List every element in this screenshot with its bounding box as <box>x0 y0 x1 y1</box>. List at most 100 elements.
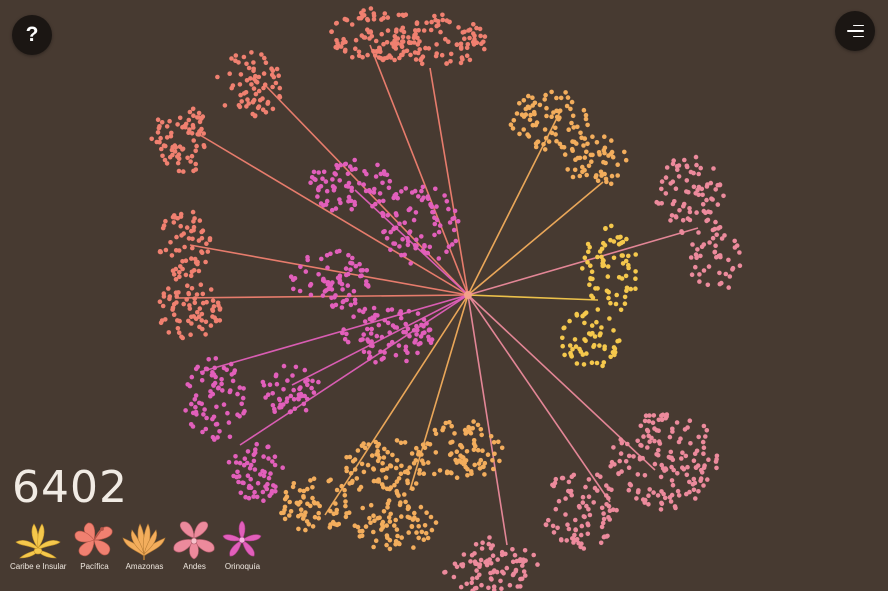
node-amazonas[interactable] <box>603 160 608 166</box>
node-amazonas[interactable] <box>521 98 527 103</box>
node-orinoquia[interactable] <box>241 480 246 486</box>
node-pacifica[interactable] <box>373 38 379 44</box>
node-orinoquia[interactable] <box>262 469 267 475</box>
node-andes[interactable] <box>647 413 652 418</box>
node-andes[interactable] <box>717 225 723 230</box>
node-amazonas[interactable] <box>578 130 583 136</box>
node-orinoquia[interactable] <box>213 356 219 361</box>
node-orinoquia[interactable] <box>318 201 324 206</box>
node-amazonas[interactable] <box>416 524 422 529</box>
node-caribe[interactable] <box>572 337 578 342</box>
node-pacifica[interactable] <box>353 46 358 51</box>
node-andes[interactable] <box>717 281 723 287</box>
node-andes[interactable] <box>488 561 494 566</box>
node-andes[interactable] <box>553 476 559 482</box>
node-pacifica[interactable] <box>261 71 267 76</box>
node-andes[interactable] <box>693 154 699 160</box>
node-pacifica[interactable] <box>428 27 434 33</box>
node-amazonas[interactable] <box>577 155 583 161</box>
node-pacifica[interactable] <box>198 282 204 288</box>
node-andes[interactable] <box>713 187 718 192</box>
node-orinoquia[interactable] <box>333 172 339 177</box>
node-andes[interactable] <box>595 488 600 493</box>
node-orinoquia[interactable] <box>351 288 357 294</box>
node-orinoquia[interactable] <box>426 337 432 343</box>
node-andes[interactable] <box>714 453 720 459</box>
node-andes[interactable] <box>704 428 710 433</box>
node-orinoquia[interactable] <box>346 292 352 298</box>
node-andes[interactable] <box>674 164 680 169</box>
node-caribe[interactable] <box>606 295 611 301</box>
node-pacifica[interactable] <box>369 34 375 39</box>
node-orinoquia[interactable] <box>346 252 351 258</box>
node-orinoquia[interactable] <box>309 175 315 180</box>
node-pacifica[interactable] <box>182 244 187 250</box>
node-amazonas[interactable] <box>328 522 333 527</box>
node-andes[interactable] <box>565 522 570 527</box>
node-amazonas[interactable] <box>288 509 294 514</box>
node-andes[interactable] <box>684 472 690 478</box>
node-amazonas[interactable] <box>342 493 348 498</box>
node-andes[interactable] <box>695 247 700 252</box>
node-orinoquia[interactable] <box>337 275 342 280</box>
node-orinoquia[interactable] <box>432 232 437 238</box>
node-pacifica[interactable] <box>176 152 182 157</box>
node-orinoquia[interactable] <box>437 223 443 228</box>
node-amazonas[interactable] <box>348 471 354 476</box>
node-pacifica[interactable] <box>419 61 425 67</box>
node-andes[interactable] <box>676 439 682 445</box>
node-pacifica[interactable] <box>185 283 190 289</box>
node-pacifica[interactable] <box>251 86 257 91</box>
node-amazonas[interactable] <box>409 524 415 529</box>
node-pacifica[interactable] <box>482 34 488 39</box>
node-amazonas[interactable] <box>584 149 589 155</box>
node-andes[interactable] <box>606 503 612 509</box>
node-orinoquia[interactable] <box>403 321 409 327</box>
node-amazonas[interactable] <box>480 448 485 454</box>
node-pacifica[interactable] <box>201 131 206 136</box>
node-amazonas[interactable] <box>343 499 348 504</box>
node-pacifica[interactable] <box>404 48 410 54</box>
node-amazonas[interactable] <box>554 138 559 144</box>
node-orinoquia[interactable] <box>302 393 308 399</box>
node-orinoquia[interactable] <box>269 488 275 494</box>
node-orinoquia[interactable] <box>225 410 230 416</box>
node-pacifica[interactable] <box>270 106 276 112</box>
node-andes[interactable] <box>669 213 675 218</box>
node-amazonas[interactable] <box>543 135 549 141</box>
node-pacifica[interactable] <box>197 324 202 330</box>
node-pacifica[interactable] <box>180 335 185 341</box>
node-caribe[interactable] <box>591 344 596 350</box>
node-pacifica[interactable] <box>160 153 165 159</box>
node-amazonas[interactable] <box>362 445 368 451</box>
node-caribe[interactable] <box>628 286 634 292</box>
node-orinoquia[interactable] <box>265 444 270 450</box>
node-andes[interactable] <box>677 208 682 213</box>
node-pacifica[interactable] <box>269 66 274 71</box>
node-andes[interactable] <box>470 576 475 581</box>
node-pacifica[interactable] <box>194 292 200 297</box>
node-andes[interactable] <box>705 217 711 223</box>
node-caribe[interactable] <box>622 301 628 307</box>
node-amazonas[interactable] <box>585 122 590 128</box>
node-caribe[interactable] <box>618 307 624 313</box>
node-andes[interactable] <box>586 507 591 512</box>
node-caribe[interactable] <box>588 263 593 269</box>
node-orinoquia[interactable] <box>204 415 209 421</box>
node-pacifica[interactable] <box>203 319 209 325</box>
node-amazonas[interactable] <box>410 486 415 492</box>
node-pacifica[interactable] <box>365 52 370 58</box>
node-amazonas[interactable] <box>574 141 579 146</box>
node-pacifica[interactable] <box>199 318 204 323</box>
node-orinoquia[interactable] <box>414 323 419 329</box>
node-caribe[interactable] <box>602 346 607 352</box>
node-orinoquia[interactable] <box>309 385 314 391</box>
node-andes[interactable] <box>470 588 475 591</box>
node-caribe[interactable] <box>611 239 617 244</box>
node-amazonas[interactable] <box>393 517 399 523</box>
node-andes[interactable] <box>634 496 639 501</box>
node-amazonas[interactable] <box>542 97 547 102</box>
node-amazonas[interactable] <box>452 431 457 436</box>
node-amazonas[interactable] <box>411 461 417 466</box>
node-pacifica[interactable] <box>175 326 181 331</box>
